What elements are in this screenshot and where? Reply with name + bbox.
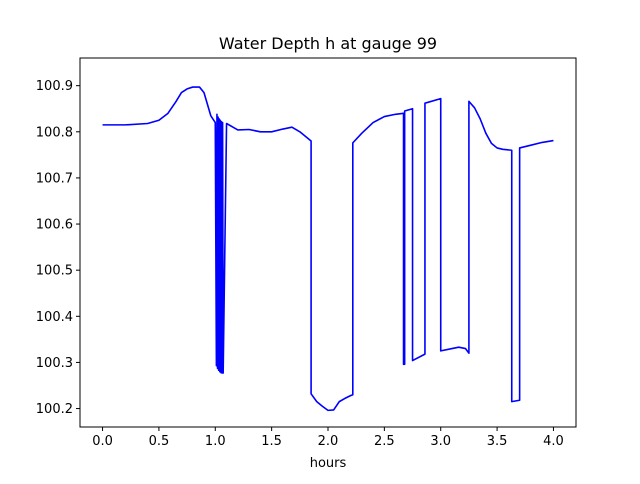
y-tick-label: 100.6 [36,218,73,233]
x-tick-label: 1.0 [205,434,226,449]
x-tick-label: 3.0 [430,434,451,449]
x-axis: 0.0 0.5 1.0 1.5 2.0 2.5 3.0 3.5 4.0 [92,427,564,449]
y-tick-label: 100.5 [36,264,73,279]
x-axis-label: hours [310,456,347,471]
x-tick-label: 4.0 [543,434,564,449]
y-tick-label: 100.7 [36,171,73,186]
y-tick-label: 100.3 [36,356,73,371]
plot-frame [79,57,577,428]
x-tick-label: 2.5 [374,434,395,449]
y-tick-label: 100.2 [36,402,73,417]
chart-title: Water Depth h at gauge 99 [219,34,437,53]
y-tick-label: 100.4 [36,310,73,325]
y-tick-label: 100.9 [36,79,73,94]
x-tick-label: 2.0 [318,434,339,449]
y-axis: 100.2 100.3 100.4 100.5 100.6 100.7 100.8 100.9 [36,79,80,417]
x-tick-label: 0.5 [149,434,170,449]
series-line [102,86,554,412]
plot-area [102,86,554,412]
x-tick-label: 1.5 [261,434,282,449]
x-tick-label: 0.0 [92,434,113,449]
y-tick-label: 100.8 [36,125,73,140]
x-tick-label: 3.5 [487,434,508,449]
